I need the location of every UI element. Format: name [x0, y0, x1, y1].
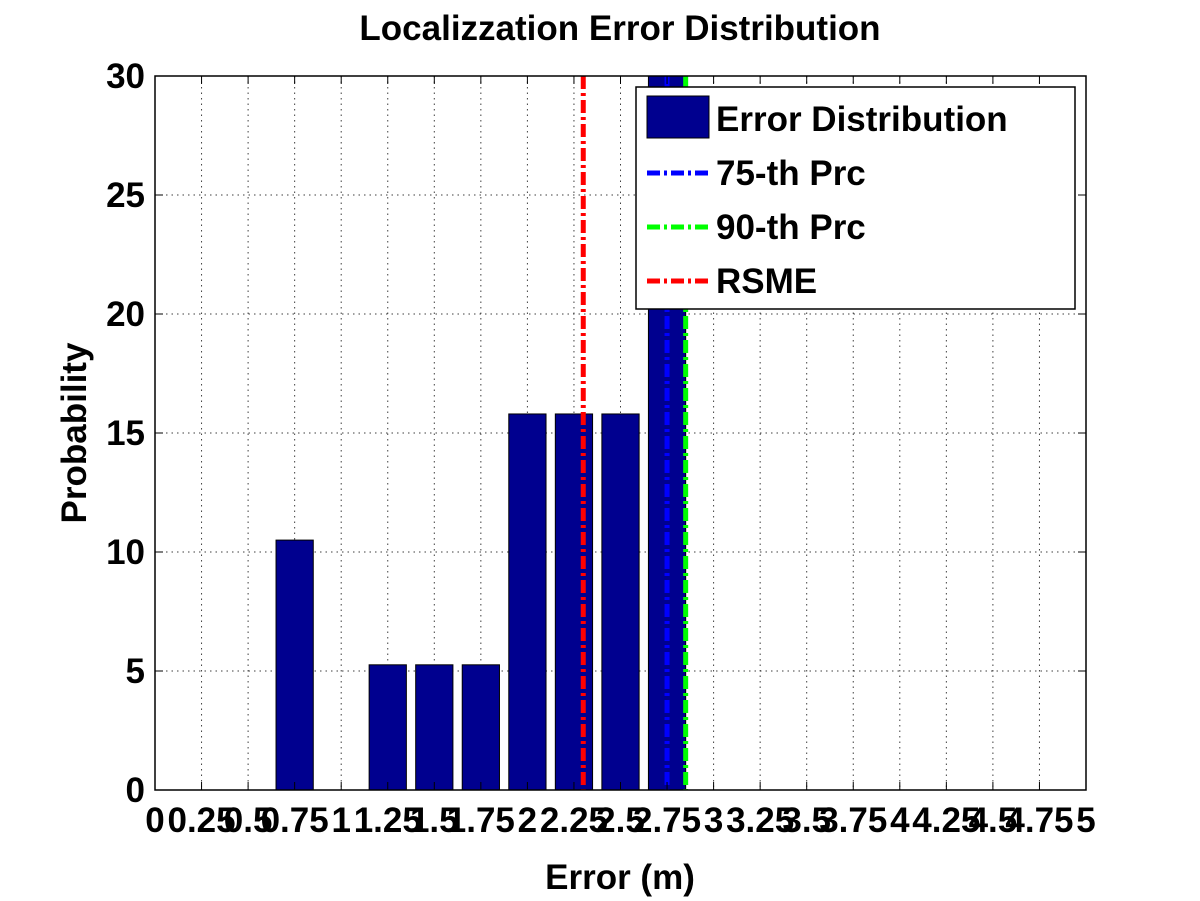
x-tick-label: 0.25	[167, 801, 235, 840]
x-tick-labels: 0 0.250.50.75 1 1.251.51.75 2 2.252.52.75 3 3.2…	[145, 801, 1095, 840]
x-tick-label: 1.25	[354, 801, 422, 840]
x-axis-label: Error (m)	[545, 858, 695, 897]
y-axis-label: Probability	[55, 342, 94, 523]
y-tick-label: 25	[106, 176, 145, 215]
x-tick-label: 0.75	[261, 801, 329, 840]
x-tick-label: 1	[331, 801, 350, 840]
x-tick-label: 2.25	[540, 801, 608, 840]
legend-label: 90-th Prc	[716, 208, 866, 247]
legend-label: 75-th Prc	[716, 154, 866, 193]
x-tick-label: 4.25	[912, 801, 980, 840]
x-tick-label: 2	[518, 801, 537, 840]
x-tick-label: 2.5	[596, 801, 645, 840]
y-tick-label: 20	[106, 295, 145, 334]
x-tick-label: 5	[1076, 801, 1095, 840]
x-tick-label: 4.5	[969, 801, 1018, 840]
bar	[415, 664, 454, 790]
legend: Error Distribution 75-th Prc 90-th Prc RSME	[635, 86, 1076, 310]
x-tick-label: 0.5	[224, 801, 273, 840]
bar	[275, 539, 314, 790]
x-tick-label: 1.75	[447, 801, 515, 840]
y-tick-label: 15	[106, 414, 145, 453]
legend-label: Error Distribution	[716, 100, 1008, 139]
chart-title: Localizzation Error Distribution	[359, 9, 880, 48]
x-tick-label: 3	[704, 801, 723, 840]
y-tick-label: 10	[106, 533, 145, 572]
bar	[461, 664, 500, 790]
bar	[368, 664, 407, 790]
y-tick-label: 5	[126, 652, 145, 691]
x-tick-label: 2.75	[633, 801, 701, 840]
x-tick-label: 3.25	[726, 801, 794, 840]
x-tick-label: 4	[890, 801, 910, 840]
x-tick-label: 3.5	[782, 801, 831, 840]
ticks	[154, 75, 1087, 791]
x-tick-label: 3.75	[819, 801, 887, 840]
y-tick-labels: 0 5 10 15 20 25 30	[106, 57, 145, 810]
y-tick-label: 0	[126, 771, 145, 810]
legend-label: RSME	[716, 262, 817, 301]
bar	[554, 413, 594, 790]
reference-lines	[580, 76, 689, 790]
legend-swatch	[646, 95, 710, 139]
x-tick-label: 0	[145, 801, 164, 840]
x-tick-label: 1.5	[410, 801, 459, 840]
x-tick-label: 4.75	[1005, 801, 1073, 840]
bar	[508, 413, 547, 790]
bar	[601, 413, 640, 790]
y-tick-label: 30	[106, 57, 145, 96]
bars	[275, 76, 687, 790]
